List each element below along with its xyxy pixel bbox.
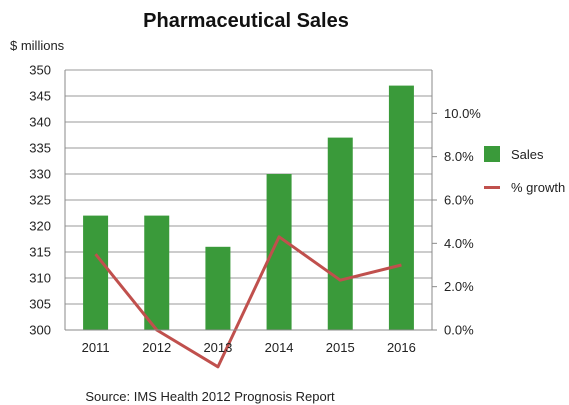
left-tick-label: 300 bbox=[29, 323, 51, 338]
legend-swatch-growth bbox=[484, 186, 500, 189]
growth-line bbox=[94, 235, 402, 369]
bar-2016 bbox=[388, 85, 414, 330]
x-tick-label: 2016 bbox=[387, 340, 416, 355]
left-axis-ticks: 300 305 310 315 320 325 330 335 340 345 350 bbox=[29, 63, 51, 338]
right-tick-label: 2.0% bbox=[444, 279, 474, 294]
left-tick-label: 315 bbox=[29, 245, 51, 260]
x-tick-label: 2012 bbox=[142, 340, 171, 355]
left-tick-label: 325 bbox=[29, 193, 51, 208]
left-tick-label: 310 bbox=[29, 271, 51, 286]
left-tick-label: 330 bbox=[29, 167, 51, 182]
legend-swatch-sales bbox=[484, 146, 500, 162]
x-tick-label: 2013 bbox=[203, 340, 232, 355]
right-tick-label: 8.0% bbox=[444, 149, 474, 164]
chart-title: Pharmaceutical Sales bbox=[143, 10, 349, 32]
x-tick-label: 2014 bbox=[265, 340, 294, 355]
x-tick-label: 2015 bbox=[326, 340, 355, 355]
x-axis-ticks: 2011 2012 2013 2014 2015 2016 bbox=[82, 340, 416, 355]
bar-2012 bbox=[144, 215, 170, 330]
legend-label-sales: Sales bbox=[511, 147, 544, 162]
left-tick-label: 350 bbox=[29, 63, 51, 78]
bar-2013 bbox=[205, 246, 231, 330]
left-tick-label: 345 bbox=[29, 89, 51, 104]
bar-2011 bbox=[83, 215, 109, 330]
right-tick-label: 6.0% bbox=[444, 193, 474, 208]
bar-2015 bbox=[327, 137, 353, 330]
right-tick-label: 0.0% bbox=[444, 323, 474, 338]
right-axis-ticks: 0.0% 2.0% 4.0% 6.0% 8.0% 10.0% bbox=[432, 106, 481, 338]
source-note: Source: IMS Health 2012 Prognosis Report bbox=[85, 389, 335, 404]
right-tick-label: 4.0% bbox=[444, 236, 474, 251]
gridlines bbox=[65, 69, 432, 331]
right-tick-label: 10.0% bbox=[444, 106, 481, 121]
left-tick-label: 320 bbox=[29, 219, 51, 234]
legend: Sales % growth bbox=[484, 146, 565, 195]
x-tick-label: 2011 bbox=[82, 340, 110, 355]
left-tick-label: 335 bbox=[29, 141, 51, 156]
sales-bars bbox=[83, 85, 414, 330]
y-axis-label: $ millions bbox=[10, 38, 65, 53]
left-tick-label: 305 bbox=[29, 297, 51, 312]
growth-series-line bbox=[94, 235, 402, 369]
legend-label-growth: % growth bbox=[511, 180, 565, 195]
left-tick-label: 340 bbox=[29, 115, 51, 130]
